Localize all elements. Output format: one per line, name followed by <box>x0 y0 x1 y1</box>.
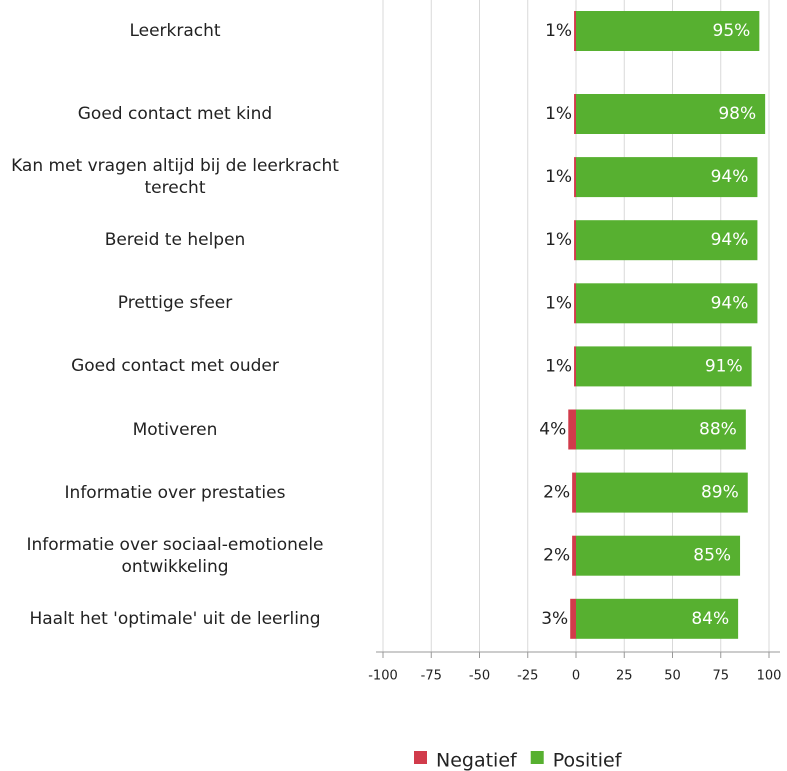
category-text: Motiveren <box>132 419 218 440</box>
value-label: 1% <box>545 21 572 41</box>
bar <box>574 157 576 198</box>
category-label: Goed contact met ouder <box>0 355 350 377</box>
legend-swatch <box>414 751 427 764</box>
category-text: Kan met vragen altijd bij de leerkracht … <box>11 156 339 199</box>
category-label: Haalt het 'optimale' uit de leerling <box>0 608 350 630</box>
value-label: 94% <box>711 230 749 250</box>
value-label: 84% <box>691 609 729 629</box>
bar <box>576 472 748 513</box>
x-tick-label: 50 <box>664 669 681 684</box>
value-label: 1% <box>545 167 572 187</box>
value-label: 94% <box>711 167 749 187</box>
category-label: Leerkracht <box>0 20 350 42</box>
bar <box>576 598 739 639</box>
x-tick-label: -75 <box>421 669 442 684</box>
bar <box>576 346 752 387</box>
value-label: 94% <box>711 293 749 313</box>
category-label: Bereid te helpen <box>0 229 350 251</box>
value-label: 2% <box>543 483 570 503</box>
bar <box>574 11 576 51</box>
bar <box>576 409 746 450</box>
legend-label: Negatief <box>436 750 518 771</box>
bar <box>576 11 760 51</box>
category-text: Prettige sfeer <box>117 293 233 314</box>
bar <box>576 283 758 324</box>
category-text: Haalt het 'optimale' uit de leerling <box>29 608 321 629</box>
x-tick-label: -100 <box>368 669 398 684</box>
bar <box>572 472 576 513</box>
value-label: 88% <box>699 420 737 440</box>
legend-swatch <box>530 751 544 764</box>
bar <box>576 220 758 261</box>
category-text: Informatie over sociaal-emotionele ontwi… <box>26 534 324 577</box>
value-label: 95% <box>713 21 751 41</box>
value-label: 1% <box>545 293 572 313</box>
bar <box>574 220 576 261</box>
category-text: Goed contact met kind <box>77 104 273 124</box>
category-label: Informatie over prestaties <box>0 482 350 504</box>
category-label: Goed contact met kind <box>0 103 350 125</box>
x-tick-label: 100 <box>757 669 782 684</box>
bar <box>574 283 576 324</box>
bar <box>576 157 758 198</box>
value-label: 98% <box>718 104 756 124</box>
bar <box>568 409 576 450</box>
value-label: 1% <box>545 230 572 250</box>
legend-label: Positief <box>553 750 623 771</box>
x-tick-label: -25 <box>517 669 538 684</box>
x-tick-label: 75 <box>712 669 729 684</box>
bar <box>574 346 576 387</box>
bar <box>576 94 766 134</box>
bar <box>572 535 576 576</box>
category-text: Informatie over prestaties <box>64 482 286 503</box>
value-label: 4% <box>539 420 566 440</box>
value-label: 91% <box>705 356 743 376</box>
bar <box>574 94 576 134</box>
x-tick-label: 0 <box>572 669 580 684</box>
category-label: Prettige sfeer <box>0 292 350 314</box>
category-text: Goed contact met ouder <box>71 356 279 377</box>
x-tick-label: -50 <box>469 669 490 684</box>
bar <box>576 535 741 576</box>
category-label: Kan met vragen altijd bij de leerkracht … <box>0 155 350 199</box>
category-label: Motiveren <box>0 419 350 441</box>
value-label: 3% <box>541 609 568 629</box>
value-label: 85% <box>693 546 731 566</box>
bar <box>570 598 576 639</box>
value-label: 1% <box>545 356 572 376</box>
value-label: 89% <box>701 483 739 503</box>
x-tick-label: 25 <box>616 669 633 684</box>
value-label: 2% <box>543 546 570 566</box>
category-label: Informatie over sociaal-emotionele ontwi… <box>0 534 350 578</box>
category-text: Leerkracht <box>129 21 221 41</box>
value-label: 1% <box>545 104 572 124</box>
category-text: Bereid te helpen <box>104 230 246 251</box>
